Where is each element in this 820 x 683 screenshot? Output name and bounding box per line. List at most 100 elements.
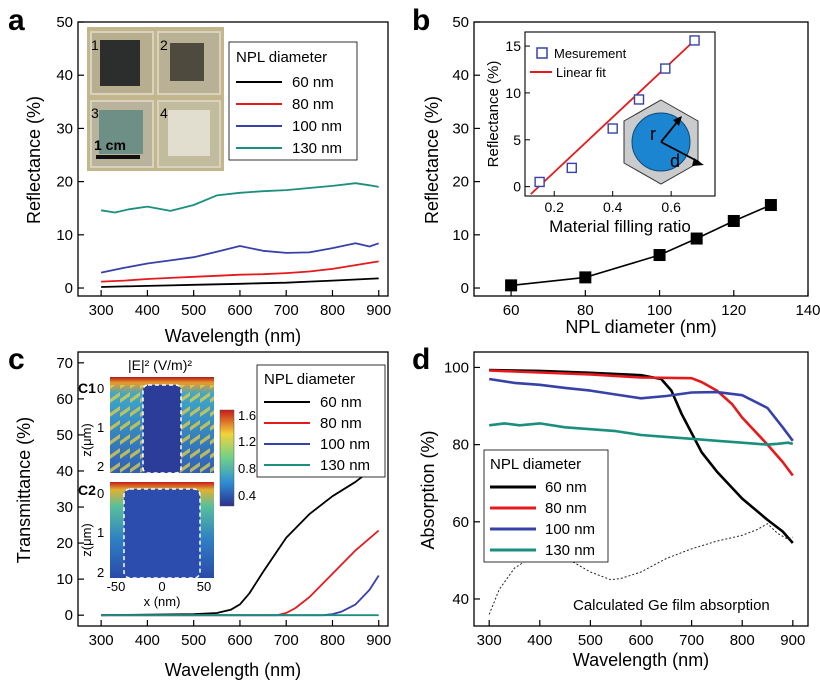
series-line-b — [511, 204, 772, 287]
y-axis-ticks-a: 0 10 20 30 40 50 — [56, 14, 84, 297]
x-axis-ticks-b: 60 80 100 120 140 — [503, 290, 820, 319]
inset-legend-marker-measurement — [536, 47, 548, 59]
legend-label-d-130: 130 nm — [545, 542, 595, 559]
photo-label-1: 1 — [91, 37, 99, 53]
colorbar-tick-1-6: 1.6 — [238, 408, 256, 423]
series-line-a-60-nm — [101, 277, 379, 288]
period-arrow — [660, 141, 700, 163]
b-y-tick-label: 0 — [461, 280, 469, 297]
x-tick-50: 50 — [197, 579, 211, 594]
c-x-tick-label: 400 — [135, 632, 160, 649]
colorbar-tick-0-8: 0.8 — [238, 461, 256, 476]
b-x-tick-label: 80 — [577, 302, 594, 319]
data-point-b — [727, 214, 740, 227]
d-y-tick-label: 100 — [444, 359, 469, 376]
series-line-a-100-nm — [100, 242, 379, 274]
inset-legend-label-fit: Linear fit — [556, 65, 606, 80]
field-map-c2-pillar — [124, 489, 200, 578]
b-x-tick-label: 140 — [795, 302, 820, 319]
panel-label-b: b — [412, 4, 430, 37]
c-x-tick-label: 300 — [89, 632, 114, 649]
inset-series-b — [530, 35, 700, 195]
c2-z-label: z(μm) — [79, 523, 94, 556]
inset-measurement-point — [534, 176, 545, 188]
y-axis-ticks-c: 0 10 20 30 40 50 60 70 — [56, 355, 84, 624]
c2-z-tick-2: 2 — [97, 565, 104, 580]
a-y-tick-label: 10 — [56, 227, 73, 244]
legend-box-c — [256, 364, 386, 478]
y-axis-ticks-d: 40 60 80 100 — [444, 359, 480, 608]
legend-title-d: NPL diameter — [490, 456, 581, 473]
field-map-c2-label: C2 — [78, 482, 96, 498]
b-y-tick-label: 30 — [452, 120, 469, 137]
legend-d: NPL diameter 60 nm 80 nm 100 nm 130 nm — [483, 449, 609, 563]
series-line-d-80-nm — [489, 369, 794, 477]
d-y-tick-label: 80 — [452, 437, 469, 454]
series-lines-c — [101, 459, 380, 617]
a-x-tick-label: 600 — [227, 302, 252, 319]
b-x-tick-label: 100 — [647, 302, 672, 319]
inset-legend-label-measurement: Mesurement — [554, 46, 627, 61]
a-y-tick-label: 30 — [56, 120, 73, 137]
x-axis-label-b: NPL diameter (nm) — [565, 317, 716, 337]
inset-x-tick-label-b: 0.2 — [544, 199, 564, 215]
panel-label-a: a — [8, 4, 25, 37]
a-x-tick-label: 500 — [181, 302, 206, 319]
scale-bar — [96, 155, 140, 159]
field-map-c1-outline — [142, 384, 182, 474]
data-point-b — [579, 271, 592, 284]
c1-z-tick-2: 2 — [97, 459, 104, 474]
field-map-inset: |E|² (V/m)² C1 0 1 2 z(μm) C2 0 1 2 z(μm… — [78, 357, 256, 609]
a-y-tick-label: 40 — [56, 67, 73, 84]
series-line-d-130-nm — [489, 422, 794, 446]
sample-3 — [99, 110, 143, 154]
b-y-tick-label: 10 — [452, 227, 469, 244]
b-y-tick-label: 40 — [452, 67, 469, 84]
field-map-title: |E|² (V/m)² — [128, 357, 192, 373]
inset-x-tick-label-b: 0.6 — [661, 199, 681, 215]
field-map-c2-outline — [123, 488, 201, 579]
x-axis-ticks-a: 300 400 500 600 700 800 900 — [89, 290, 391, 319]
photo-label-3: 3 — [91, 105, 99, 121]
sample-photo-inset: 1 2 3 4 1 cm — [87, 27, 224, 171]
d-x-tick-label: 500 — [578, 632, 603, 649]
legend-title-c: NPL diameter — [264, 371, 355, 388]
c-x-tick-label: 800 — [320, 632, 345, 649]
b-x-tick-label: 60 — [503, 302, 520, 319]
y-axis-label-c: Transmittance (%) — [14, 417, 34, 563]
inset-y-tick-label-b: 10 — [505, 85, 521, 101]
panel-a: a 0 10 20 30 40 50 300 400 500 600 700 800 900 Wave… — [8, 4, 391, 346]
a-y-tick-label: 50 — [56, 14, 73, 31]
x-axis-label-d: Wavelength (nm) — [573, 650, 709, 670]
a-x-tick-label: 700 — [274, 302, 299, 319]
c-y-tick-label: 50 — [56, 427, 73, 444]
legend-label-c-80: 80 nm — [320, 415, 362, 432]
a-y-tick-label: 20 — [56, 174, 73, 191]
plot-frame-c — [77, 351, 389, 627]
legend-title-a: NPL diameter — [236, 49, 327, 66]
y-axis-label-a: Reflectance (%) — [24, 96, 44, 224]
legend-box-a — [228, 41, 358, 161]
inset-measurement-point — [689, 35, 700, 46]
field-map-c1-label: C1 — [78, 380, 96, 396]
legend-label-a-80: 80 nm — [292, 96, 334, 113]
legend-label-d-60: 60 nm — [545, 479, 587, 496]
ge-film-annotation: Calculated Ge film absorption — [573, 597, 770, 614]
series-line-d-60-nm — [489, 368, 794, 544]
series-line-d-100-nm — [489, 377, 794, 442]
c1-z-tick-0: 0 — [97, 381, 104, 396]
x-tick-0: 0 — [158, 579, 165, 594]
data-point-b — [653, 249, 666, 262]
photo-label-2: 2 — [160, 37, 168, 53]
sample-2 — [170, 43, 204, 81]
inset-measurement-point — [633, 94, 645, 105]
y-axis-label-d: Absorption (%) — [418, 430, 438, 549]
legend-label-d-100: 100 nm — [545, 521, 595, 538]
inset-y-tick-label-b: 5 — [513, 132, 521, 148]
radius-label: r — [650, 124, 656, 144]
inset-measurement-point — [566, 162, 577, 174]
data-point-b — [690, 232, 703, 245]
c-x-tick-label: 900 — [366, 632, 391, 649]
series-lines-a — [100, 182, 379, 288]
legend-label-a-130: 130 nm — [292, 140, 342, 157]
